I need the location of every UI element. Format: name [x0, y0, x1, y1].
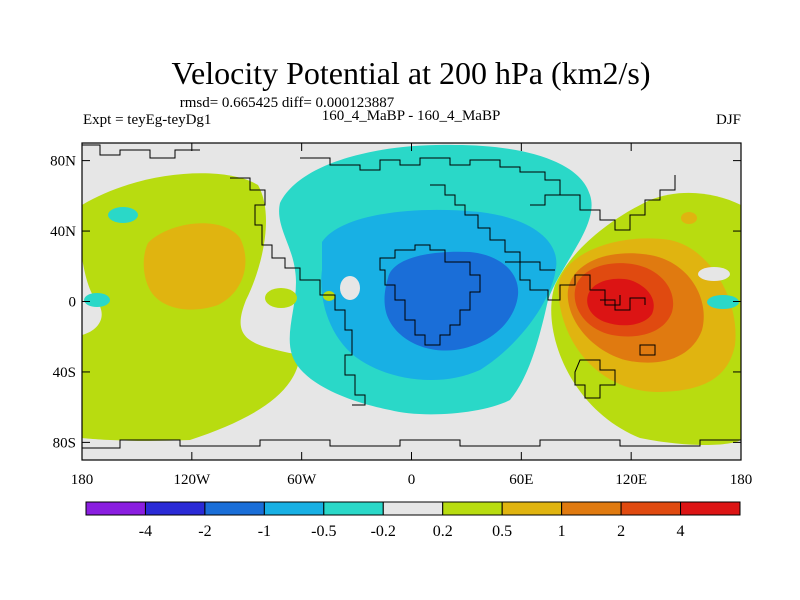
coastline-layer: [82, 144, 741, 449]
contour-blob-8: [681, 212, 697, 224]
x-tick-label: 180: [71, 472, 94, 488]
colorbar-box: [85, 501, 146, 516]
y-tick-label: 80N: [50, 154, 76, 170]
contour-blob-5: [84, 293, 110, 307]
center-label: 160_4_MaBP - 160_4_MaBP: [322, 108, 501, 124]
colorbar-box: [323, 501, 384, 516]
contour-pacific-0.5: [143, 223, 246, 310]
colorbar-label: -0.2: [371, 523, 396, 540]
contour-blob-6: [707, 295, 739, 309]
colorbar-box: [442, 501, 503, 516]
coastline-greenland: [82, 144, 200, 159]
contour-blob-9: [340, 276, 360, 300]
colorbar-box: [561, 501, 622, 516]
coastline-africa: [379, 244, 481, 346]
right-label: DJF: [716, 112, 741, 128]
y-tick-label: 40N: [50, 224, 76, 240]
coastline-east-asia: [560, 175, 676, 231]
coastline-australia: [574, 359, 616, 399]
x-tick-label: 60E: [509, 472, 533, 488]
coastline-americas: [230, 177, 366, 406]
coastline-arabia-india: [505, 261, 621, 306]
colorbar-label: 0.5: [492, 523, 512, 540]
colorbar-box: [620, 501, 682, 516]
colorbar-label: 0.2: [433, 523, 453, 540]
colorbar-label: 1: [558, 523, 566, 540]
axes-layer: 180 120W 60W 0 60E 120E 180 80N 40N 0 40S 80S: [50, 143, 752, 488]
contour-fill-layer: [82, 144, 741, 445]
left-label: Expt = teyEg-teyDg1: [83, 112, 211, 128]
y-tick-label: 40S: [53, 365, 76, 381]
coastline-maritime: [600, 297, 656, 356]
colorbar-label: -4: [139, 523, 152, 540]
contour-blob-1: [265, 288, 297, 308]
colorbar-label: -1: [258, 523, 271, 540]
colorbar-box: [144, 501, 206, 516]
colorbar-box: [501, 501, 563, 516]
x-tick-label: 0: [408, 472, 416, 488]
stats-line: rmsd= 0.665425 diff= 0.000123887: [180, 95, 395, 111]
colorbar: -4 -2 -1 -0.5 -0.2 0.2 0.5 1 2 4: [85, 501, 741, 540]
contour-africa-neg-1: [384, 251, 519, 351]
x-tick-label: 180: [730, 472, 753, 488]
x-tick-label: 60W: [287, 472, 317, 488]
colorbar-box: [382, 501, 444, 516]
colorbar-label: 2: [617, 523, 625, 540]
map-panel: [82, 143, 741, 460]
coastline-antarctica: [82, 439, 741, 449]
colorbar-box: [204, 501, 265, 516]
colorbar-label: 4: [677, 523, 685, 540]
coastline-europe: [430, 184, 555, 271]
x-tick-label: 120E: [615, 472, 647, 488]
coastline-eurasia-north: [300, 157, 561, 206]
colorbar-label: -0.5: [311, 523, 336, 540]
chart-title: Velocity Potential at 200 hPa (km2/s): [171, 55, 650, 91]
colorbar-box: [263, 501, 325, 516]
colorbar-label: -2: [198, 523, 211, 540]
y-tick-label: 80S: [53, 435, 76, 451]
colorbar-box: [680, 501, 741, 516]
contour-blob-4: [108, 207, 138, 223]
x-tick-label: 120W: [173, 472, 211, 488]
y-tick-label: 0: [69, 295, 77, 311]
contour-blob-7: [698, 267, 730, 281]
contour-blob-2: [323, 291, 335, 301]
